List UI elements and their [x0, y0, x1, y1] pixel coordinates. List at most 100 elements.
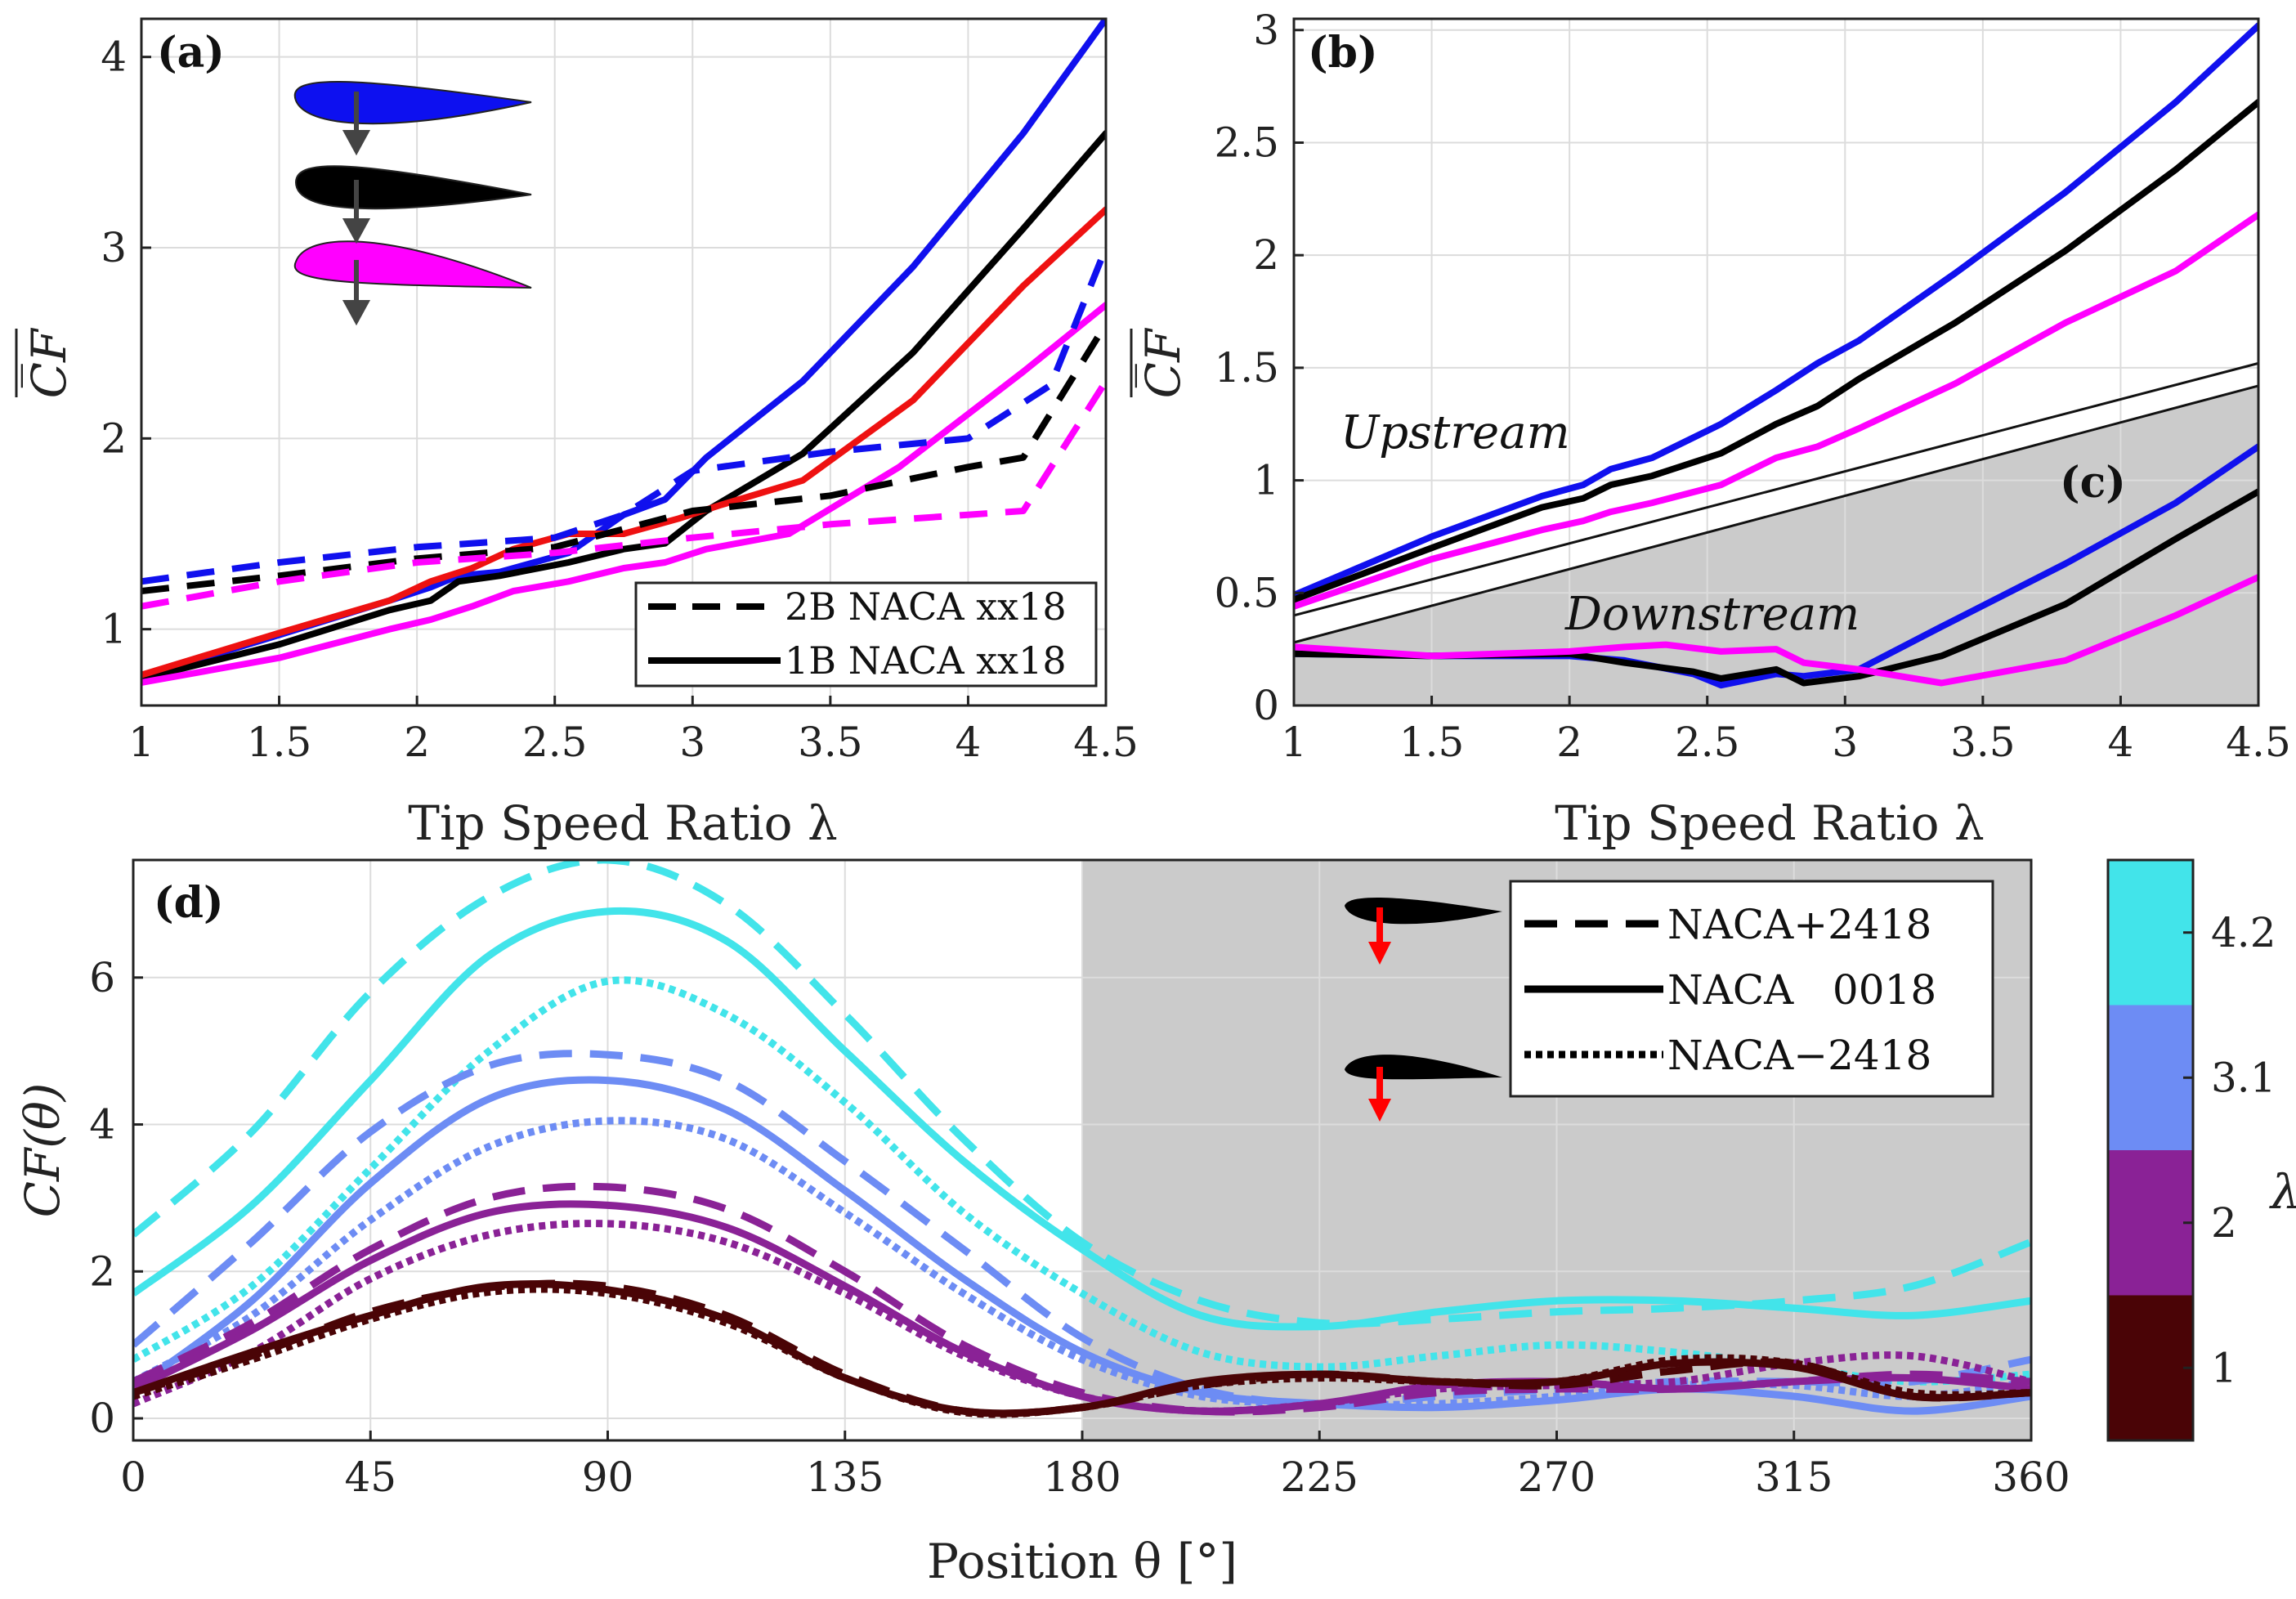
colorbar-tick-label: 4.2: [2211, 909, 2276, 956]
panel-a-ticks: 1 1.5 2 2.5 3 3.5 4 4.5 1 2 3 4: [101, 34, 1139, 766]
x-tick-label: 1.5: [1399, 719, 1465, 766]
colorbar-segment: [2108, 860, 2193, 1006]
series-line-2b-black: [141, 322, 1106, 594]
x-tick-label: 2.5: [1675, 719, 1740, 766]
x-tick-label: 3: [679, 719, 705, 766]
series-line-upstream-blue: [1294, 22, 2258, 598]
x-tick-label: 135: [806, 1453, 884, 1501]
panel-c-label: (c): [2060, 458, 2126, 508]
panel-a-y-label: C̅F: [15, 328, 77, 398]
downstream-divider-line: [1293, 384, 2259, 644]
x-tick-label: 45: [344, 1453, 396, 1501]
colorbar-tick-label: 3.1: [2211, 1054, 2276, 1101]
panel-b-x-label: Tip Speed Ratio λ: [1555, 795, 1984, 851]
panel-d-legend: NACA+2418 NACA 0018 NACA−2418: [1345, 880, 1994, 1122]
panel-a-label: (a): [157, 28, 225, 78]
x-tick-label: 3.5: [1950, 719, 2016, 766]
panel-b-label: (b): [1308, 28, 1378, 78]
x-tick-label: 90: [582, 1453, 634, 1501]
x-tick-label: 180: [1043, 1453, 1121, 1501]
panel-a-frame: [140, 17, 1108, 707]
panel-a-series: [141, 19, 1106, 686]
series-curve--4-2-naca-2418: [133, 860, 2031, 1328]
series-curve--3-1-naca-2418: [133, 1117, 2031, 1409]
down-arrow-icon: [1368, 907, 1391, 1122]
y-tick-label: 1.5: [1214, 344, 1279, 392]
downstream-label: Downstream: [1564, 588, 1860, 641]
y-tick-label: 1: [101, 606, 127, 653]
series-line-1b-naca-0018-black-: [141, 130, 1106, 683]
x-tick-label: 1: [1281, 719, 1307, 766]
y-tick-label: 2.5: [1214, 119, 1279, 166]
panel-b-y-label: C̅F: [1130, 328, 1191, 398]
y-tick-label: 0: [1253, 682, 1279, 729]
panel-d-series: [133, 860, 2031, 1418]
series-line-upstream-black: [1294, 98, 2258, 603]
y-tick-label: 6: [89, 954, 115, 1001]
x-tick-label: 225: [1281, 1453, 1358, 1501]
x-tick-label: 1: [128, 719, 154, 766]
upstream-divider-line: [1293, 361, 2259, 617]
x-tick-label: 2.5: [522, 719, 588, 766]
y-tick-label: 0: [89, 1395, 115, 1442]
panel-d-label: (d): [154, 878, 224, 928]
panel-d-y-label: CF(θ): [15, 1083, 70, 1218]
series-curve--4-2-naca-2418: [133, 976, 2031, 1386]
series-line-1b-naca-2418-magenta-: [141, 302, 1106, 686]
legend-label-plus2418: NACA+2418: [1667, 901, 1931, 948]
panel-d-x-label: Position θ [°]: [927, 1534, 1238, 1589]
panel-a-x-label: Tip Speed Ratio λ: [408, 795, 837, 851]
panel-b-y-label-text: C̅F: [1134, 328, 1191, 398]
colorbar-tick-label: 2: [2211, 1199, 2237, 1247]
y-tick-label: 3: [1253, 7, 1279, 54]
panel-a: 1 1.5 2 2.5 3 3.5 4 4.5 1 2 3 4 (a) 2B NACA xx18 1B…: [15, 17, 1139, 851]
y-tick-label: 4: [101, 34, 127, 81]
colorbar-frame: [2106, 858, 2195, 1442]
panel-d-ticks: 0 45 90 135 180 225 270 315 360 0 2 4 6: [89, 954, 2070, 1501]
panel-b: 1 1.5 2 2.5 3 3.5 4 4.5 0 0.5 1 1.5 2 2.5 3 (b) (c) Up…: [1130, 7, 2291, 851]
x-tick-label: 4.5: [2226, 719, 2291, 766]
x-tick-label: 270: [1518, 1453, 1596, 1501]
x-tick-label: 4: [956, 719, 982, 766]
panel-b-grid: [1293, 19, 2259, 706]
legend-label-2b: 2B NACA xx18: [785, 585, 1067, 629]
x-tick-label: 0: [120, 1453, 146, 1501]
down-arrow-icon: [342, 92, 371, 326]
series-line-2b-blue: [141, 246, 1106, 585]
x-tick-label: 2: [1556, 719, 1582, 766]
x-tick-label: 360: [1992, 1453, 2070, 1501]
x-tick-label: 315: [1755, 1453, 1833, 1501]
upstream-label: Upstream: [1340, 406, 1570, 459]
negative-camber-airfoil-icon: [1345, 1055, 1502, 1080]
legend-box: [634, 581, 1098, 688]
cambered-airfoil-icon: [1345, 898, 1502, 925]
y-tick-label: 2: [101, 414, 127, 462]
y-tick-label: 3: [101, 224, 127, 271]
panel-b-ticks: 1 1.5 2 2.5 3 3.5 4 4.5 0 0.5 1 1.5 2 2.5 3: [1214, 7, 2290, 766]
x-tick-label: 1.5: [247, 719, 312, 766]
colorbar-segment: [2108, 1295, 2193, 1440]
legend-label-0018: NACA 0018: [1667, 966, 1936, 1014]
series-curve--4-2-naca-0018: [133, 907, 2031, 1331]
panel-a-y-label-text: C̅F: [20, 328, 77, 398]
x-tick-label: 3: [1832, 719, 1858, 766]
panel-d: 0 45 90 135 180 225 270 315 360 0 2 4 6 (d) NACA+241…: [15, 858, 2296, 1589]
colorbar-tick-label: 1: [2211, 1344, 2237, 1391]
panel-b-frame: [1292, 17, 2260, 707]
x-tick-label: 4.5: [1073, 719, 1139, 766]
y-tick-label: 4: [89, 1101, 115, 1149]
legend-label-minus2418: NACA−2418: [1667, 1032, 1931, 1079]
y-tick-label: 1: [1253, 457, 1279, 504]
x-tick-label: 3.5: [798, 719, 863, 766]
lambda-colorbar: 1 2 3.1 4.2: [2106, 858, 2276, 1442]
airfoil-icons: [293, 81, 532, 326]
series-line-downstream-magenta: [1294, 574, 2258, 687]
panel-b-series: [1294, 22, 2258, 689]
series-curve--2-naca-2418: [133, 1220, 2031, 1415]
y-tick-label: 2: [1253, 231, 1279, 279]
panel-a-legend: 2B NACA xx18 1B NACA xx18: [634, 581, 1098, 688]
y-tick-label: 0.5: [1214, 569, 1279, 616]
colorbar-label: λ: [2269, 1164, 2296, 1220]
series-curve--3-1-naca-2418: [133, 1050, 2031, 1408]
